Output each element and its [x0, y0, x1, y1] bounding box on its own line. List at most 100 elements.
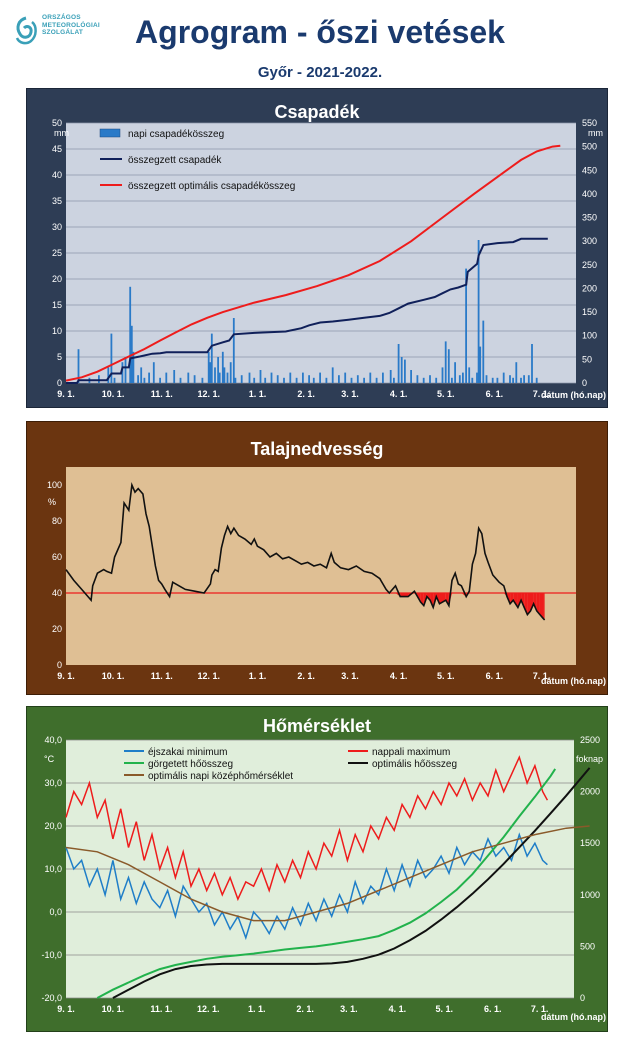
chart-title: Talajnedvesség [251, 439, 384, 459]
precip-bar [207, 351, 210, 383]
x-tick-label: 7. 1. [533, 671, 551, 681]
x-tick-label: 11. 1. [151, 671, 173, 681]
deficit-area [400, 593, 409, 597]
precip-bar [491, 377, 494, 383]
y-tick-label: 35 [52, 196, 62, 206]
deficit-area [527, 593, 531, 615]
precip-bar [471, 377, 474, 383]
y-tick-label: 20 [52, 624, 62, 634]
precip-bar [447, 349, 450, 383]
x-tick-label: 6. 1. [486, 671, 504, 681]
y-right-tick-label: 0 [580, 993, 585, 1003]
x-axis-ticks: 9. 1. 10. 1. 11. 1. 12. 1. 1. 1. 2. 1. 3. 1. 4.… [57, 1004, 548, 1014]
y-tick-label: 45 [52, 144, 62, 154]
soil-moisture-panel: Talajnedvesség 0 20 40 60 80 100 9. 1. 10. 1. 1… [25, 420, 609, 696]
precip-bar [479, 346, 482, 383]
precip-bar [312, 377, 315, 383]
precip-bar [397, 344, 400, 383]
org-line-1: ORSZÁGOS [42, 14, 81, 21]
x-tick-label: 2. 1. [297, 389, 315, 399]
y-right-tick-label: 300 [582, 236, 597, 246]
precip-bar [234, 377, 237, 383]
precip-bar [221, 351, 224, 383]
precip-bar [140, 367, 143, 383]
series-line [65, 832, 548, 941]
y-right-tick-label: 2000 [580, 787, 600, 797]
y-right-tick-label: 500 [582, 142, 597, 152]
y-right-tick-label: 0 [582, 378, 587, 388]
x-tick-label: 5. 1. [436, 1004, 454, 1014]
precip-bar [356, 375, 359, 383]
precip-bar [165, 372, 168, 383]
precip-bar [410, 370, 412, 383]
legend-min: éjszakai minimum [148, 747, 227, 758]
y-tick-label: 0,0 [49, 907, 62, 917]
series-line [65, 755, 549, 902]
precip-bar [214, 367, 216, 383]
x-tick-label: 10. 1. [102, 389, 125, 399]
legend-optimal-sum: optimális hőösszeg [372, 759, 457, 770]
precip-bar [226, 372, 229, 383]
series-lines [65, 144, 561, 384]
x-tick-label: 2. 1. [296, 1004, 314, 1014]
precip-bar [248, 372, 251, 383]
y-tick-label: 20 [52, 274, 62, 284]
precip-bar [338, 375, 340, 383]
x-axis-end-label: dátum (hó.nap) [541, 390, 606, 400]
x-tick-label: 6. 1. [484, 1004, 502, 1014]
precip-bar [259, 370, 262, 383]
precip-bar [462, 372, 464, 383]
deficit-area [445, 593, 449, 606]
precip-bar [253, 377, 256, 383]
y-axis-right-ticks: 0 50 100 150 200 250 300 350 400 450 500 550 [582, 118, 597, 388]
x-axis-end-label: dátum (hó.nap) [541, 1012, 606, 1022]
y-tick-label: 100 [47, 480, 62, 490]
precip-bar [496, 377, 499, 383]
precip-bar [535, 377, 538, 383]
precip-bar [393, 377, 395, 383]
y-axis-left-ticks: -20,0 -10,0 0,0 10,0 20,0 30,0 40,0 [41, 735, 62, 1003]
deficit-area [536, 593, 540, 615]
precip-bar [502, 372, 505, 383]
precip-bar [435, 377, 438, 383]
precip-bar [451, 377, 453, 383]
precip-bar [444, 341, 447, 383]
y-tick-label: 0 [57, 660, 62, 670]
precip-bar [527, 375, 530, 383]
grid-lines [66, 122, 576, 384]
y-axis-right-label: foknap [576, 754, 603, 764]
precip-bar [229, 362, 232, 383]
y-tick-label: 50 [52, 118, 62, 128]
logo-swirl-icon [15, 16, 37, 45]
y-axis-right-label: mm [588, 128, 603, 138]
precip-bar [344, 372, 347, 383]
deficit-area [513, 593, 518, 608]
precip-bar [331, 367, 334, 383]
x-axis-end-label: dátum (hó.nap) [541, 676, 606, 686]
page-subtitle: Győr - 2021-2022. [257, 64, 383, 81]
deficit-area [539, 593, 544, 619]
y-tick-label: 10 [52, 326, 62, 336]
x-tick-label: 10. 1. [102, 671, 125, 681]
y-right-tick-label: 150 [582, 307, 597, 317]
y-tick-label: 40 [52, 170, 62, 180]
legend-optimal: összegzett optimális csapadékösszeg [128, 181, 295, 192]
precip-bar [210, 333, 213, 383]
precip-bar [454, 362, 456, 383]
omsz-logo: ORSZÁGOS METEOROLÓGIAI SZOLGÁLAT [12, 14, 122, 54]
precip-bar [375, 377, 378, 383]
precip-bar [193, 375, 196, 383]
x-tick-label: 5. 1. [437, 389, 455, 399]
x-tick-label: 7. 1. [531, 1004, 549, 1014]
precip-bar [512, 377, 514, 383]
y-tick-label: 80 [52, 516, 62, 526]
y-axis-ticks: 0 20 40 60 80 100 [47, 480, 62, 670]
precip-bar [240, 375, 243, 383]
y-tick-label: 25 [52, 248, 62, 258]
legend-max: nappali maximum [372, 747, 450, 758]
deficit-area [510, 593, 514, 604]
plot-area [66, 467, 576, 665]
org-name: ORSZÁGOS METEOROLÓGIAI SZOLGÁLAT [42, 14, 100, 37]
deficit-area [524, 593, 528, 615]
x-axis-ticks: 9. 1. 10. 1. 11. 1. 12. 1. 1. 1. 2. 1. 3. 1. 4.… [57, 389, 550, 399]
